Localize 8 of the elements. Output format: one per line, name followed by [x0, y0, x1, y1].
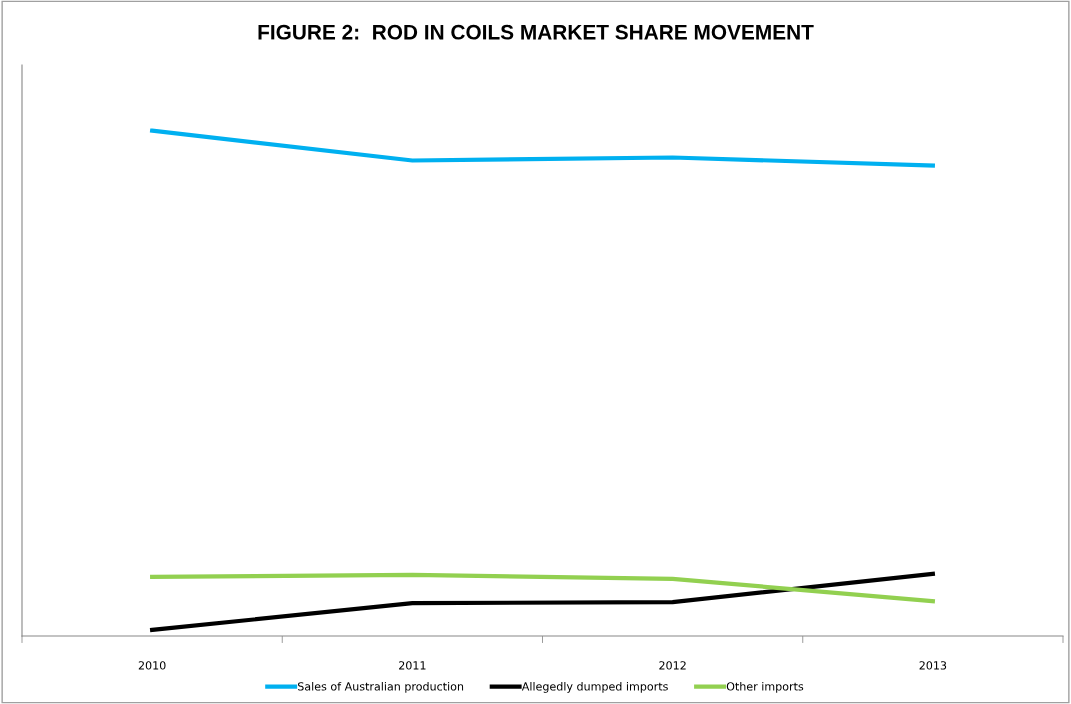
- legend-label: Other imports: [726, 682, 804, 693]
- x-tick-label: 2012: [659, 661, 686, 670]
- x-tick-label: 2010: [138, 661, 166, 670]
- legend-label: Allegedly dumped imports: [521, 682, 668, 693]
- x-tick-label: 2013: [919, 661, 947, 670]
- chart-title: FIGURE 2: ROD IN COILS MARKET SHARE MOVEMENT: [258, 24, 814, 40]
- x-tick-label: 2011: [399, 661, 426, 670]
- legend-label: Sales of Australian production: [298, 682, 464, 693]
